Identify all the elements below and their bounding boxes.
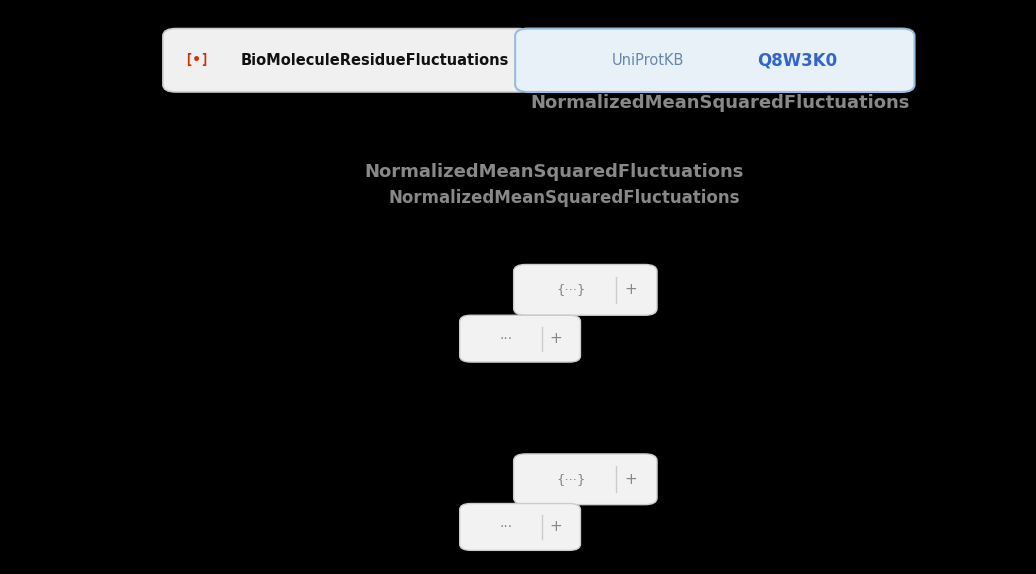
Text: {···}: {···} bbox=[556, 473, 585, 486]
FancyBboxPatch shape bbox=[460, 503, 580, 550]
Text: +: + bbox=[549, 331, 562, 346]
Text: NormalizedMeanSquaredFluctuations: NormalizedMeanSquaredFluctuations bbox=[365, 163, 744, 181]
Text: ···: ··· bbox=[499, 520, 513, 534]
FancyBboxPatch shape bbox=[163, 29, 531, 92]
Text: ···: ··· bbox=[499, 332, 513, 346]
Text: [•]: [•] bbox=[184, 53, 209, 67]
Text: NormalizedMeanSquaredFluctuations: NormalizedMeanSquaredFluctuations bbox=[530, 94, 910, 113]
Text: +: + bbox=[625, 282, 637, 297]
FancyBboxPatch shape bbox=[514, 454, 657, 505]
Text: +: + bbox=[549, 519, 562, 534]
Text: UniProtKB: UniProtKB bbox=[611, 53, 684, 68]
Text: BioMoleculeResidueFluctuations: BioMoleculeResidueFluctuations bbox=[240, 53, 509, 68]
Text: {···}: {···} bbox=[556, 284, 585, 296]
Text: Q8W3K0: Q8W3K0 bbox=[757, 51, 837, 69]
FancyBboxPatch shape bbox=[515, 29, 915, 92]
Text: NormalizedMeanSquaredFluctuations: NormalizedMeanSquaredFluctuations bbox=[388, 189, 741, 207]
FancyBboxPatch shape bbox=[460, 315, 580, 362]
Text: +: + bbox=[625, 472, 637, 487]
FancyBboxPatch shape bbox=[514, 265, 657, 315]
